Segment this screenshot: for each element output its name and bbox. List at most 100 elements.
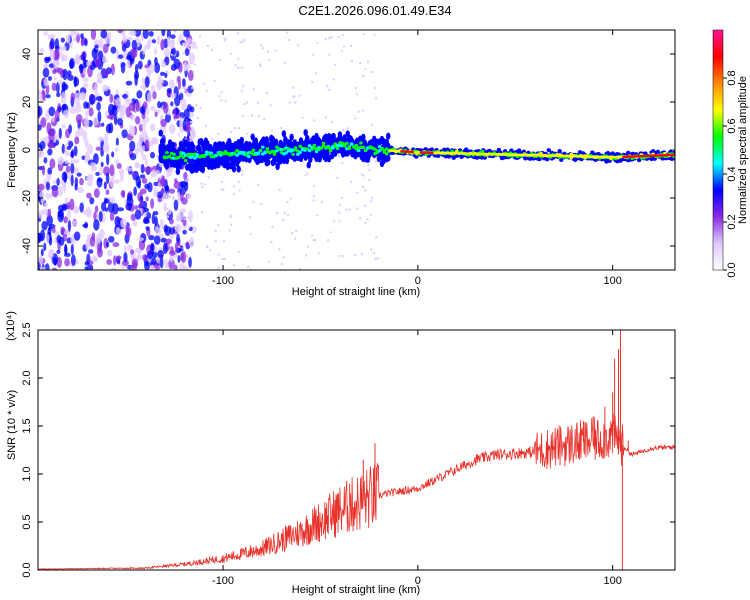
colorbar-tick-label: 0.0 [726,262,738,277]
spectrogram-cell [179,208,187,213]
spectrogram-cell [238,189,241,192]
spectrogram-cell [314,72,317,75]
spectrogram-cell [333,220,336,223]
spectrogram-cell [240,90,243,93]
spectrogram-cell [95,171,100,176]
spectrogram-cell [410,150,413,154]
spectrogram-cell [414,154,419,159]
spectrogram-marks [38,30,675,270]
snr-y-tick-label: 1.5 [21,418,33,433]
spectrogram-cell [575,155,578,158]
spectrogram-cell [246,101,249,104]
spectrogram-cell [237,127,240,130]
spectrogram-cell [628,155,631,158]
spectrogram-cell [239,41,242,44]
spectrogram-cell [158,129,163,137]
spectrogram-cell [172,152,176,156]
spectrogram-cell [362,174,365,177]
spectrogram-cell [298,94,301,97]
spectrogram-cell [258,115,261,118]
spectrogram-cell [67,70,72,77]
spectrogram-cell [224,100,227,103]
spectrogram-cell [87,144,94,155]
spectrogram-cell [264,136,269,144]
spectrogram-y-axis-label: Frequency (Hz) [6,112,18,188]
snr-x-tick-label: 0 [415,575,421,587]
spectrogram-cell [139,188,147,195]
spectrogram-cell [131,171,136,177]
spectrogram-cell [39,141,46,150]
spectrogram-cell [180,98,187,111]
spectrogram-cell [147,250,154,260]
spectrogram-cell [144,183,150,190]
spectrogram-cell [132,219,138,227]
spectrogram-cell [301,116,304,119]
spectrogram-cell [359,62,362,65]
spectrogram-cell [56,249,61,255]
spectrogram-cell [279,127,282,130]
spectrogram-cell [160,118,167,127]
spectrogram-cell [170,34,176,39]
spectrogram-cell [144,207,149,213]
spectrogram-cell [282,219,285,222]
spectrogram-cell [177,161,182,169]
spectrogram-cell [54,48,60,60]
spectrogram-cell [47,76,53,81]
spectrogram-cell [49,38,55,50]
spectrogram-cell [120,61,126,74]
spectrogram-cell [250,133,255,141]
spectrogram-cell [38,147,42,155]
spectrogram-cell [312,143,317,147]
spectrogram-cell [294,101,297,104]
spectrogram-cell [170,246,174,257]
spectrogram-cell [73,231,81,241]
spectrogram-cell [669,153,672,157]
spectrogram-cell [665,153,668,157]
spectrogram-cell [100,30,108,39]
spectrogram-cell [375,236,378,239]
spectrogram-cell [235,153,239,157]
spectrogram-cell [542,154,545,157]
spectrogram-cell [673,153,675,157]
spectrogram-cell [115,48,120,61]
spectrogram-cell [179,91,182,94]
spectrogram-cell [143,216,149,224]
spectrogram-cell [544,154,547,157]
spectrogram-cell [160,38,165,51]
colorbar-tick-label: 0.4 [726,166,738,181]
spectrogram-cell [40,117,47,128]
spectrogram-cell [230,52,233,55]
spectrogram-cell [97,50,104,60]
spectrogram-cell [374,257,377,260]
spectrogram-cell [349,44,352,47]
snr-y-tick-label: 0.0 [21,562,33,577]
spectrogram-cell [462,152,465,155]
spectrogram-cell [181,151,186,155]
spectrogram-cell [243,103,246,106]
spectrogram-cell [85,176,91,181]
spectrogram-cell [93,219,100,231]
spectrogram-cell [419,151,423,154]
spectrogram-cell [148,234,155,241]
spectrogram-cell [46,208,52,218]
spectrogram-cell [325,116,328,119]
snr-y-tick-label: 0.5 [21,514,33,529]
spectrogram-cell [599,155,602,159]
spectrogram-cell [54,230,60,236]
spectrogram-cell [595,155,598,158]
spectrogram-cell [374,160,377,163]
spectrogram-cell [517,153,520,157]
spectrogram-cell [532,154,535,157]
spectrogram-cell [45,94,51,99]
spectrogram-cell [182,78,186,88]
spectrogram-cell [104,133,109,144]
spectrogram-cell [189,106,195,113]
spectrogram-cell [295,138,298,141]
snr-x-tick-label: -100 [212,575,234,587]
spectrogram-cell [223,39,226,42]
spectrogram-cell [60,37,65,43]
spectrogram-cell [229,216,232,219]
colorbar-label: Normalized spectral amplitude [737,76,749,224]
spectrogram-cell [363,148,368,152]
